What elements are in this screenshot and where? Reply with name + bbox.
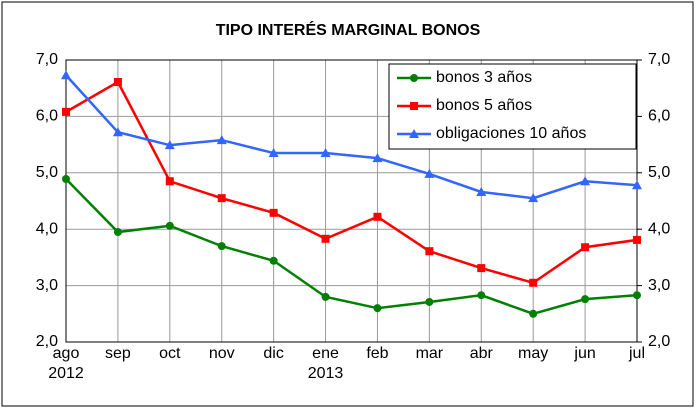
x-tick-label: dic bbox=[263, 345, 284, 362]
point bbox=[62, 107, 70, 116]
point bbox=[476, 186, 487, 196]
y2-tick-label: 5,0 bbox=[648, 164, 670, 181]
plot-border bbox=[65, 59, 638, 343]
legend-label: bonos 3 años bbox=[436, 69, 532, 86]
y2-tick-label: 7,0 bbox=[648, 51, 670, 68]
x-tick-label: ene 2013 bbox=[307, 345, 344, 382]
y2-tick-label: 6,0 bbox=[648, 108, 670, 125]
point bbox=[321, 292, 330, 301]
y-tick-label: 2,0 bbox=[36, 333, 58, 350]
x-tick-label: ago 2012 bbox=[48, 345, 84, 382]
point bbox=[165, 177, 174, 186]
point bbox=[61, 70, 71, 80]
point bbox=[580, 176, 591, 186]
point bbox=[113, 228, 122, 237]
point bbox=[528, 193, 539, 203]
y2-tick-label: 2,0 bbox=[648, 333, 670, 350]
point bbox=[217, 194, 226, 203]
point bbox=[424, 168, 435, 178]
point bbox=[165, 221, 174, 230]
y-tick-label: 5,0 bbox=[36, 164, 58, 181]
x-tick-label: abr bbox=[469, 345, 493, 362]
legend-label: obligaciones 10 años bbox=[436, 125, 586, 142]
point bbox=[581, 295, 590, 304]
point bbox=[425, 247, 434, 256]
point bbox=[632, 180, 642, 190]
point bbox=[269, 208, 278, 217]
point bbox=[112, 127, 123, 137]
point bbox=[321, 234, 330, 243]
y-tick-label: 6,0 bbox=[36, 108, 58, 125]
x-tick-label: may bbox=[518, 345, 549, 362]
point bbox=[373, 212, 382, 221]
y2-tick-label: 4,0 bbox=[648, 220, 670, 237]
y-tick-label: 7,0 bbox=[36, 51, 58, 68]
point bbox=[529, 278, 538, 287]
y-tick-label: 3,0 bbox=[36, 277, 58, 294]
point bbox=[477, 291, 486, 300]
point bbox=[217, 242, 226, 251]
point bbox=[268, 148, 279, 158]
x-tick-label: oct bbox=[159, 345, 181, 362]
series-line bbox=[65, 80, 638, 285]
y2-tick-label: 3,0 bbox=[648, 277, 670, 294]
series-line bbox=[65, 178, 638, 316]
point bbox=[633, 291, 641, 300]
point bbox=[62, 175, 70, 184]
legend-marker bbox=[409, 129, 419, 138]
chart-title: TIPO INTERÉS MARGINAL BONOS bbox=[216, 20, 481, 39]
point bbox=[581, 243, 590, 252]
legend-marker bbox=[410, 102, 418, 110]
x-tick-label: mar bbox=[415, 345, 444, 362]
point bbox=[164, 140, 175, 150]
x-tick-label: feb bbox=[366, 345, 389, 362]
point bbox=[425, 297, 434, 306]
point bbox=[216, 135, 227, 145]
point bbox=[269, 256, 278, 265]
y-tick-label: 4,0 bbox=[36, 220, 58, 237]
legend-label: bonos 5 años bbox=[436, 97, 532, 114]
x-tick-label: jul bbox=[628, 345, 645, 362]
point bbox=[477, 264, 486, 273]
x-tick-label: jun bbox=[574, 345, 596, 362]
point bbox=[372, 153, 383, 163]
point bbox=[113, 77, 122, 86]
x-tick-label: nov bbox=[208, 345, 235, 362]
legend-marker bbox=[410, 74, 418, 82]
point bbox=[373, 304, 382, 313]
x-tick-label: sep bbox=[105, 345, 131, 362]
point bbox=[633, 235, 641, 244]
point bbox=[529, 309, 538, 318]
point bbox=[320, 148, 331, 158]
series-line bbox=[65, 74, 638, 200]
